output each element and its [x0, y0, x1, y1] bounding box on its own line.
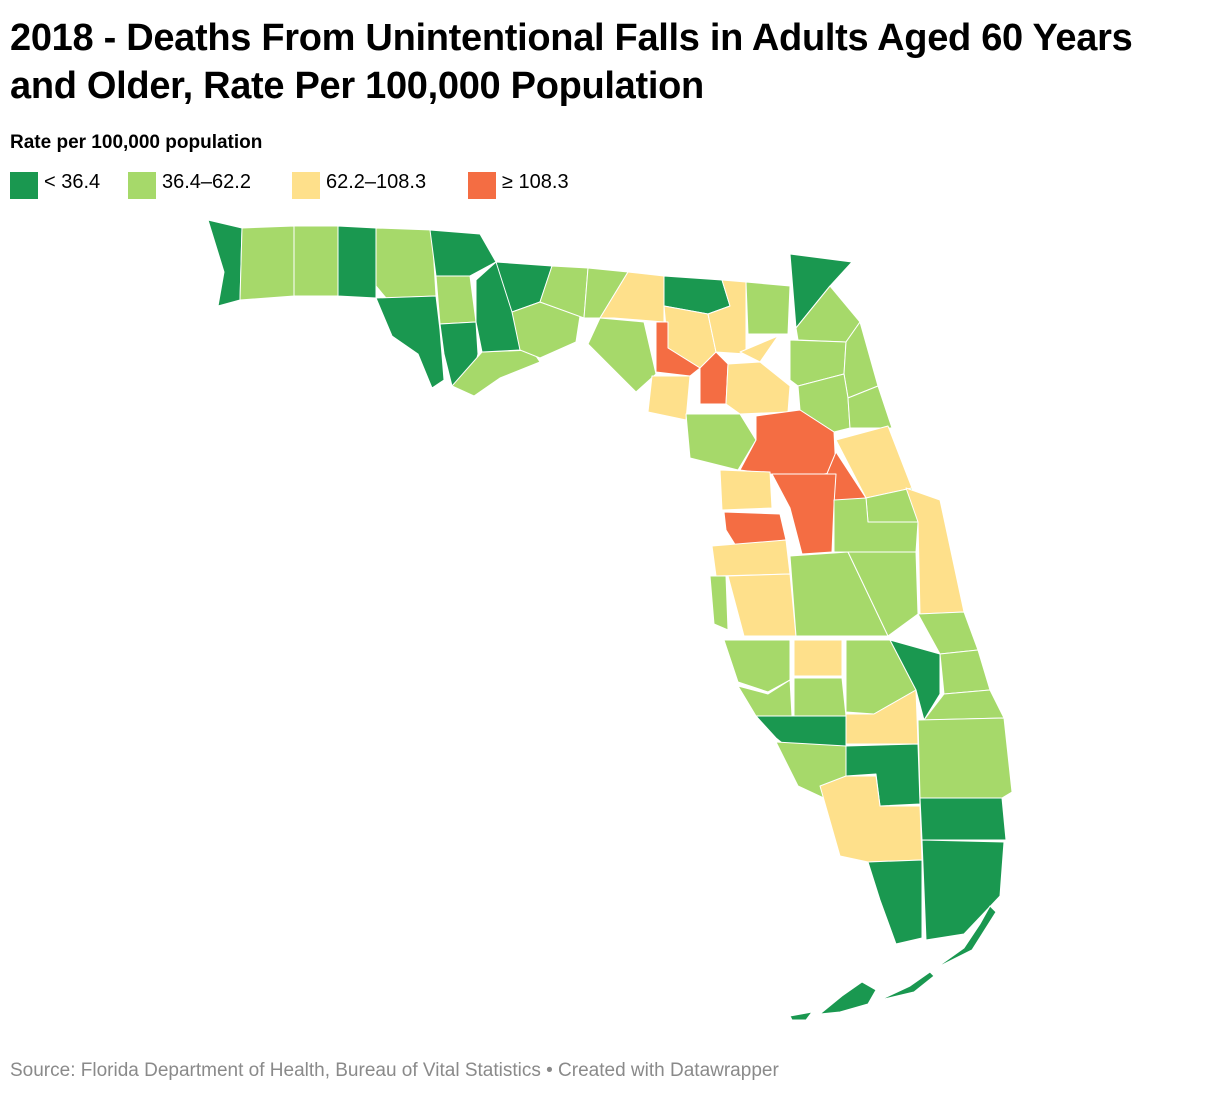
county[interactable]	[293, 225, 339, 297]
county[interactable]	[719, 469, 773, 511]
county[interactable]	[739, 335, 779, 363]
county[interactable]	[727, 573, 797, 637]
county[interactable]	[879, 971, 935, 1001]
county[interactable]	[711, 539, 791, 577]
county[interactable]	[239, 225, 295, 301]
county[interactable]	[771, 473, 837, 555]
county[interactable]	[429, 229, 497, 277]
county[interactable]	[917, 717, 1013, 799]
county[interactable]	[789, 1011, 813, 1021]
county[interactable]	[793, 677, 847, 717]
county[interactable]	[207, 219, 243, 307]
county[interactable]	[935, 905, 997, 969]
chart-title: 2018 - Deaths From Unintentional Falls i…	[10, 17, 1133, 107]
county[interactable]	[867, 859, 923, 945]
map-svg	[207, 219, 1013, 1021]
legend-swatch-low	[10, 172, 38, 199]
county[interactable]	[939, 649, 991, 695]
legend-swatch-mid-high	[292, 172, 320, 199]
county[interactable]	[723, 639, 791, 693]
county[interactable]	[375, 295, 445, 389]
county[interactable]	[725, 361, 791, 415]
county[interactable]	[587, 317, 657, 393]
county[interactable]	[685, 413, 757, 471]
legend-title: Rate per 100,000 population	[10, 132, 263, 153]
county[interactable]	[921, 839, 1005, 941]
county[interactable]	[819, 981, 877, 1015]
county[interactable]	[435, 275, 477, 325]
county[interactable]	[889, 639, 941, 721]
florida-county-map	[0, 210, 1220, 1040]
county[interactable]	[793, 639, 843, 677]
legend-label-mid-low: 36.4–62.2	[162, 171, 251, 193]
legend-swatch-high	[468, 172, 496, 199]
legend-label-low: < 36.4	[44, 171, 101, 193]
county[interactable]	[745, 281, 791, 335]
legend-label-mid-high: 62.2–108.3	[326, 171, 427, 193]
county[interactable]	[709, 575, 729, 631]
source-note: Source: Florida Department of Health, Bu…	[10, 1060, 779, 1081]
county[interactable]	[917, 611, 979, 655]
county[interactable]	[337, 225, 377, 299]
legend-swatch-mid-low	[128, 172, 156, 199]
county[interactable]	[833, 497, 919, 553]
legend-label-high: ≥ 108.3	[502, 171, 569, 193]
county[interactable]	[847, 385, 893, 429]
county[interactable]	[375, 227, 437, 299]
county[interactable]	[599, 271, 665, 323]
county[interactable]	[647, 375, 691, 421]
county[interactable]	[755, 715, 847, 747]
county[interactable]	[919, 797, 1007, 841]
